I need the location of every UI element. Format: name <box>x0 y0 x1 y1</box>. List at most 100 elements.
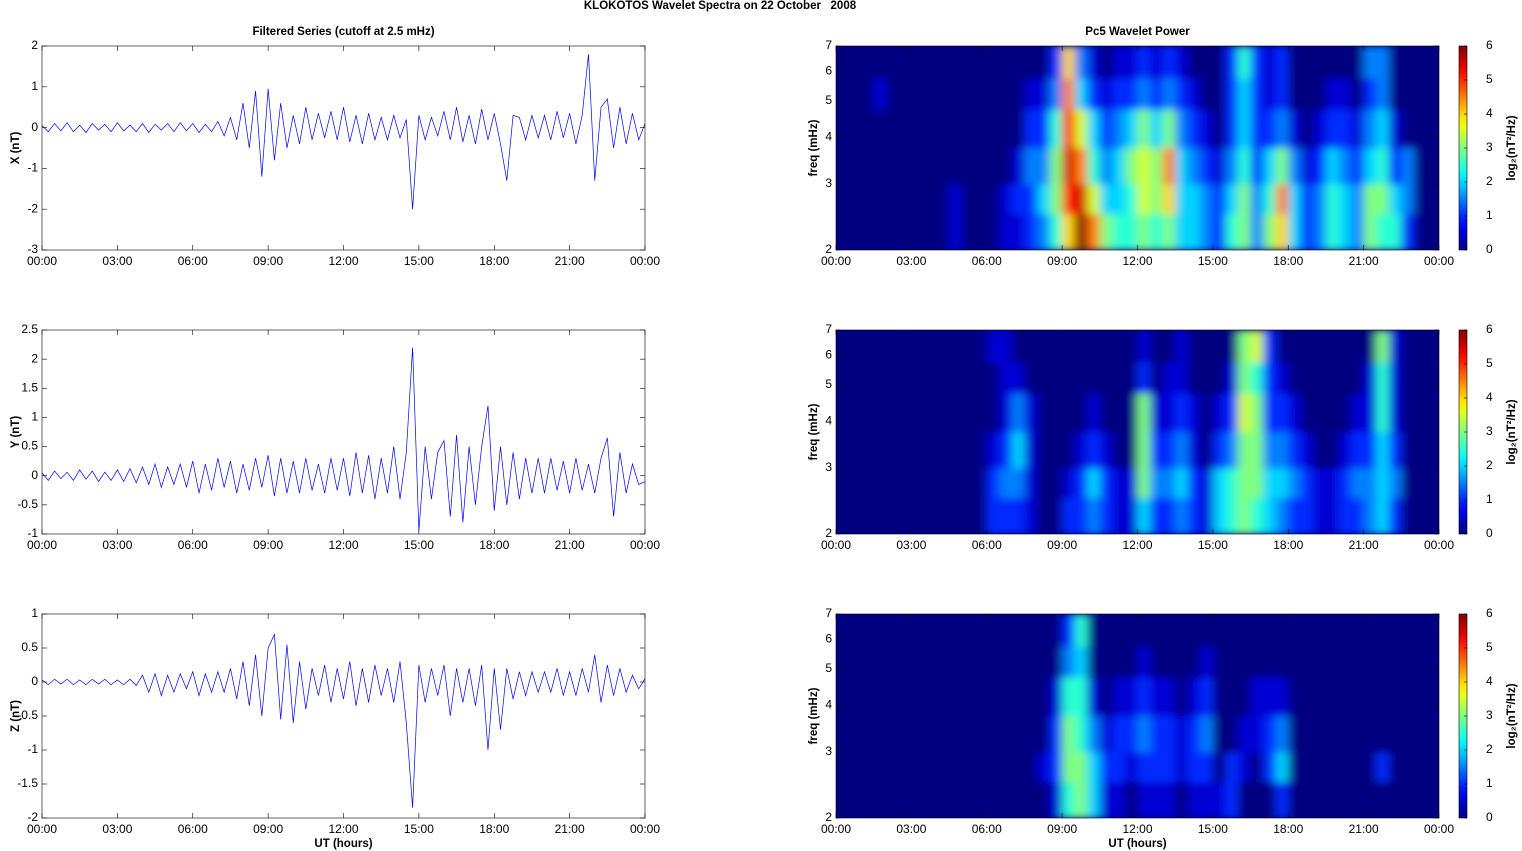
heat-cell <box>1087 330 1101 363</box>
heat-cell <box>1275 78 1289 110</box>
heat-cell <box>1037 614 1051 647</box>
heat-cell <box>1388 46 1402 79</box>
colorbar-tick-label: 2 <box>1486 458 1493 472</box>
heat-cell <box>1150 46 1164 79</box>
heat-cell <box>911 467 925 499</box>
heat-cell <box>1413 497 1427 534</box>
heat-cell <box>848 614 862 647</box>
heat-cell <box>1187 213 1201 250</box>
heat-cell <box>1099 362 1113 394</box>
heat-cell <box>1426 467 1439 499</box>
y-tick-label: 4 <box>825 413 832 427</box>
heat-cell <box>873 715 887 753</box>
colorbar-tick-label: 3 <box>1486 708 1493 722</box>
heat-cell <box>1401 751 1415 783</box>
heat-cell <box>1137 751 1151 783</box>
heat-cell <box>1200 715 1214 753</box>
heat-cell <box>974 183 988 215</box>
colorbar-tick-label: 3 <box>1486 424 1493 438</box>
heat-cell <box>1112 183 1126 215</box>
heat-cell <box>1263 109 1277 149</box>
x-tick-label: 09:00 <box>1047 254 1077 268</box>
heat-cell <box>1187 431 1201 469</box>
heat-cell <box>1150 497 1164 534</box>
heat-cell <box>1313 147 1327 185</box>
heat-cell <box>1388 781 1402 818</box>
heat-cell <box>974 646 988 678</box>
heat-cell <box>1288 183 1302 215</box>
heat-cell <box>1351 147 1365 185</box>
heat-cell <box>1062 677 1076 717</box>
heat-cell <box>1238 677 1252 717</box>
heat-cell <box>873 614 887 647</box>
heat-cell <box>1011 46 1025 79</box>
heat-cell <box>1112 147 1126 185</box>
heat-cell <box>1363 78 1377 110</box>
heat-cell <box>1363 677 1377 717</box>
y-tick-label: -1.5 <box>17 776 38 790</box>
heat-cell <box>999 715 1013 753</box>
heat-cell <box>1388 646 1402 678</box>
heat-cell <box>1187 467 1201 499</box>
heat-cell <box>1288 362 1302 394</box>
heat-cell <box>1137 78 1151 110</box>
y-tick-label: 7 <box>825 322 832 336</box>
heat-cell <box>1250 147 1264 185</box>
heat-cell <box>1087 78 1101 110</box>
heat-cell <box>1137 393 1151 433</box>
colorbar-tick-label: 5 <box>1486 356 1493 370</box>
heat-cell <box>1187 781 1201 818</box>
heat-cell <box>1275 751 1289 783</box>
heat-cell <box>1426 213 1439 250</box>
heat-cell <box>1175 646 1189 678</box>
heat-cell <box>1187 677 1201 717</box>
heat-cell <box>836 497 850 534</box>
heat-cell <box>1024 330 1038 363</box>
heat-cell <box>923 467 937 499</box>
heat-cell <box>949 497 963 534</box>
heat-cell <box>1175 614 1189 647</box>
colorbar-tick-label: 5 <box>1486 640 1493 654</box>
heat-cell <box>911 330 925 363</box>
heat-cell <box>986 646 1000 678</box>
series-line <box>42 347 645 532</box>
heat-cell <box>1011 362 1025 394</box>
heat-cell <box>1124 109 1138 149</box>
heat-cell <box>1037 362 1051 394</box>
heat-cell <box>1388 183 1402 215</box>
heat-cell <box>936 781 950 818</box>
heat-cell <box>848 781 862 818</box>
heat-cell <box>1300 497 1314 534</box>
heat-cell <box>1238 781 1252 818</box>
heat-cell <box>1011 715 1025 753</box>
heat-cell <box>1401 393 1415 433</box>
heat-cell <box>1175 751 1189 783</box>
heat-cell <box>1338 715 1352 753</box>
heat-cell <box>974 393 988 433</box>
heat-cell <box>836 677 850 717</box>
heat-cell <box>974 715 988 753</box>
heat-cell <box>1175 677 1189 717</box>
x-tick-label: 00:00 <box>1424 254 1454 268</box>
heat-cell <box>1011 183 1025 215</box>
heat-cell <box>1150 614 1164 647</box>
heat-cell <box>1225 646 1239 678</box>
heat-cell <box>1212 431 1226 469</box>
heat-cell <box>1426 393 1439 433</box>
heat-cell <box>861 109 875 149</box>
heat-cell <box>1376 677 1390 717</box>
heat-cell <box>1087 431 1101 469</box>
heat-cell <box>1187 78 1201 110</box>
heat-cell <box>1225 751 1239 783</box>
heat-cell <box>986 467 1000 499</box>
heat-cell <box>1150 467 1164 499</box>
colorbar-tick-label: 3 <box>1486 140 1493 154</box>
heat-cell <box>1300 677 1314 717</box>
heat-cell <box>999 183 1013 215</box>
y-tick-label: -1 <box>27 526 38 540</box>
heat-cell <box>949 715 963 753</box>
heat-cell <box>911 147 925 185</box>
x-tick-label: 12:00 <box>1122 822 1152 836</box>
x-tick-label: 06:00 <box>178 538 208 552</box>
heat-cell <box>1062 46 1076 79</box>
